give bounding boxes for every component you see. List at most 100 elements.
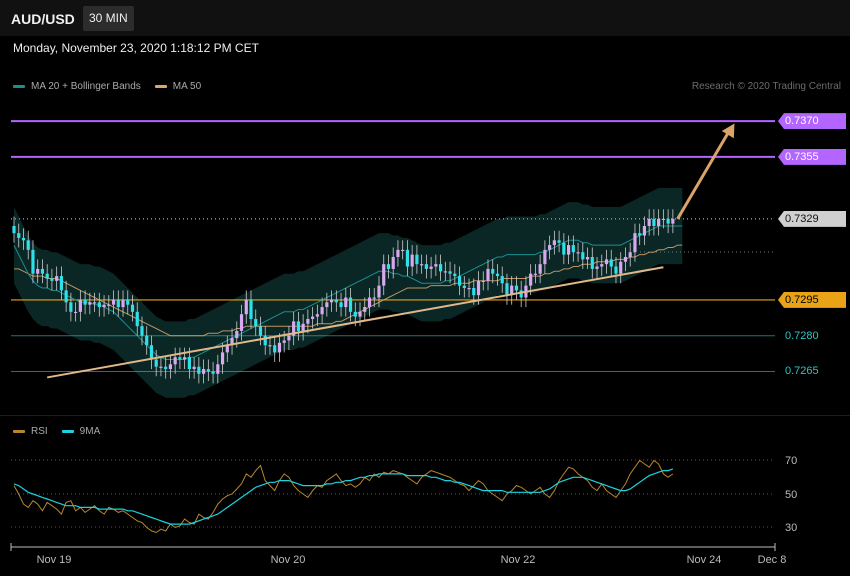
- candle-body: [92, 302, 97, 304]
- ma50-legend-label: MA 50: [172, 81, 202, 92]
- rsi-line: [13, 459, 674, 534]
- rsi-legend-label: RSI: [31, 426, 48, 437]
- candle-body: [140, 326, 144, 336]
- candle-body: [183, 357, 187, 360]
- candle-body: [59, 276, 63, 291]
- candle-body: [164, 366, 168, 370]
- candle-body: [254, 319, 258, 327]
- candle-body: [178, 357, 182, 360]
- candle-body: [235, 330, 239, 339]
- candle-body: [529, 273, 533, 286]
- candle-body: [595, 266, 599, 269]
- candle-body: [220, 352, 225, 365]
- candle-body: [666, 218, 670, 224]
- candle-body: [647, 218, 651, 226]
- candle-body: [145, 335, 149, 346]
- candle-body: [410, 254, 414, 267]
- ma50-line: [14, 244, 683, 337]
- candle-body: [225, 345, 229, 353]
- candle-body: [320, 307, 324, 315]
- header-bar: AUD/USD 30 MIN: [0, 0, 850, 36]
- bollinger-band: [14, 187, 683, 398]
- candle-body: [159, 366, 163, 368]
- candle-body: [401, 249, 405, 252]
- candle-body: [45, 273, 49, 279]
- ma20-line: [13, 225, 683, 360]
- candle-body: [258, 326, 263, 336]
- candle-body: [339, 302, 343, 308]
- level-tag-0.7280: 0.7280: [785, 329, 819, 342]
- candle-body: [505, 283, 509, 296]
- candle-body: [562, 242, 566, 255]
- main-legend: MA 20 + Bollinger Bands MA 50: [13, 81, 201, 92]
- level-tag-0.7295: 0.7295: [778, 291, 846, 308]
- candle-body: [168, 364, 173, 370]
- candle-body: [623, 257, 628, 262]
- candle-body: [439, 264, 443, 272]
- candle-body: [40, 268, 45, 274]
- rsi-level-label-50: 50: [785, 489, 797, 501]
- candle-body: [491, 268, 495, 274]
- credit-text: Research © 2020 Trading Central: [691, 81, 841, 92]
- candle-body: [657, 218, 661, 226]
- candle-body: [652, 218, 656, 226]
- candle-body: [206, 369, 210, 372]
- candle-body: [154, 359, 158, 367]
- candle-body: [671, 218, 675, 224]
- candle-body: [83, 299, 87, 305]
- candle-body: [363, 307, 367, 312]
- candle-body: [187, 357, 191, 370]
- candle-body: [519, 290, 523, 298]
- candle-body: [268, 345, 272, 347]
- candle-body: [202, 369, 206, 374]
- x-tick-label: Nov 19: [37, 554, 72, 566]
- candle-body: [457, 276, 462, 286]
- candle-body: [476, 280, 481, 296]
- candle-body: [604, 259, 609, 265]
- ma20-legend-label: MA 20 + Bollinger Bands: [31, 81, 141, 92]
- candle-body: [26, 240, 30, 250]
- candle-body: [197, 366, 201, 374]
- candle-body: [31, 249, 35, 274]
- support-trendline: [47, 266, 664, 379]
- candle-body: [628, 252, 632, 257]
- candle-body: [538, 264, 542, 274]
- rsi-legend: RSI 9MA: [13, 426, 100, 437]
- candle-body: [467, 288, 471, 290]
- candle-body: [88, 302, 92, 305]
- ma50-legend-swatch: [154, 85, 167, 88]
- candle-body: [273, 345, 277, 353]
- level-tag-0.7329: 0.7329: [778, 210, 846, 227]
- candle-body: [585, 257, 590, 260]
- candle-body: [571, 245, 575, 253]
- candle-body: [211, 371, 215, 374]
- candle-body: [244, 299, 248, 315]
- candle-body: [453, 273, 457, 277]
- candle-body: [344, 297, 348, 308]
- rsi-ma-legend-label: 9MA: [79, 426, 101, 437]
- candle-body: [277, 342, 282, 353]
- symbol-title: AUD/USD: [11, 11, 75, 27]
- candle-body: [486, 268, 490, 281]
- candle-body: [325, 302, 329, 308]
- rsi-legend-swatch: [13, 430, 25, 433]
- x-tick-label: Nov 22: [501, 554, 536, 566]
- candle-body: [429, 266, 433, 269]
- candle-body: [566, 245, 571, 255]
- candle-body: [348, 297, 353, 312]
- candle-body: [548, 245, 552, 250]
- candle-body: [121, 299, 125, 308]
- x-tick-label: Nov 24: [687, 554, 722, 566]
- timeframe-button[interactable]: 30 MIN: [83, 6, 134, 31]
- candle-body: [102, 304, 106, 308]
- candle-body: [311, 316, 315, 319]
- candle-body: [377, 285, 381, 298]
- candle-body: [149, 345, 154, 360]
- candle-body: [514, 285, 519, 291]
- candle-body: [576, 252, 580, 254]
- candle-body: [638, 233, 642, 236]
- candle-body: [50, 278, 54, 281]
- projection-arrow-head: [721, 123, 735, 139]
- candle-body: [216, 364, 220, 374]
